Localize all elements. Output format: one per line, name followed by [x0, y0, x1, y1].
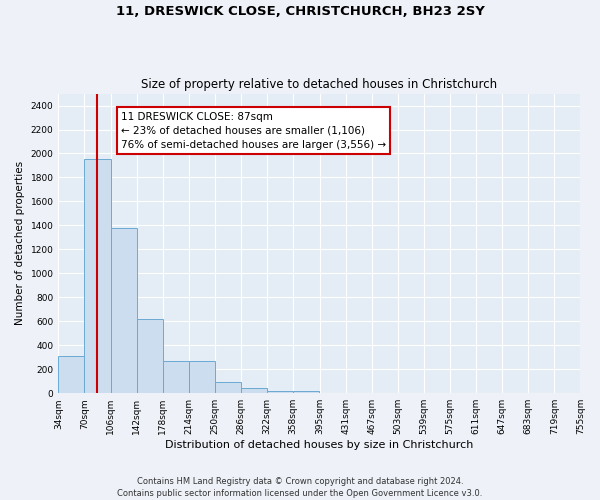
Bar — [267, 391, 293, 393]
Y-axis label: Number of detached properties: Number of detached properties — [15, 162, 25, 326]
Bar — [241, 388, 267, 393]
Bar — [137, 319, 163, 393]
Bar — [110, 228, 137, 393]
Bar — [293, 392, 319, 393]
Bar — [189, 361, 215, 393]
Text: 11 DRESWICK CLOSE: 87sqm
← 23% of detached houses are smaller (1,106)
76% of sem: 11 DRESWICK CLOSE: 87sqm ← 23% of detach… — [121, 112, 386, 150]
Text: Contains HM Land Registry data © Crown copyright and database right 2024.
Contai: Contains HM Land Registry data © Crown c… — [118, 476, 482, 498]
X-axis label: Distribution of detached houses by size in Christchurch: Distribution of detached houses by size … — [165, 440, 473, 450]
Bar — [215, 382, 241, 393]
Bar — [163, 361, 189, 393]
Bar — [58, 356, 85, 393]
Bar — [85, 160, 110, 393]
Title: Size of property relative to detached houses in Christchurch: Size of property relative to detached ho… — [142, 78, 497, 91]
Text: 11, DRESWICK CLOSE, CHRISTCHURCH, BH23 2SY: 11, DRESWICK CLOSE, CHRISTCHURCH, BH23 2… — [116, 5, 484, 18]
